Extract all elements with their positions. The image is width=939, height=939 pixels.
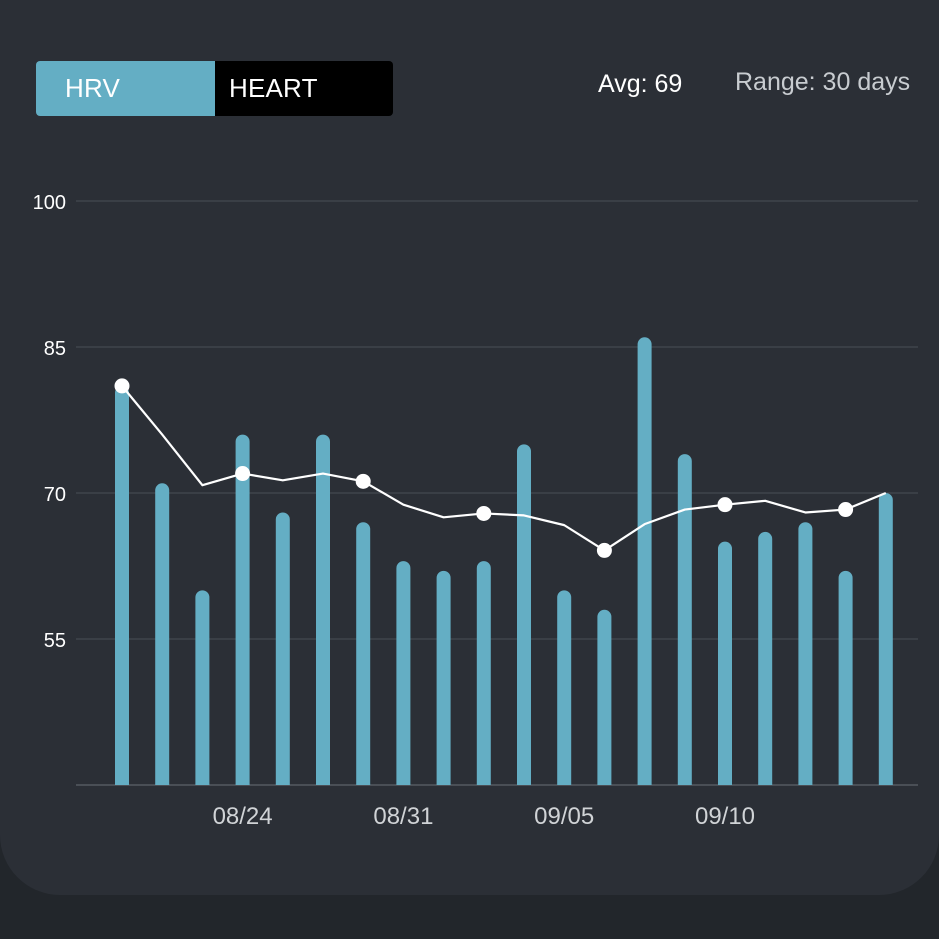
x-tick-label-09-10: 09/10 (695, 803, 755, 830)
hrv-score-tab[interactable]: HRV SCORE (36, 61, 215, 116)
bar-13 (637, 337, 652, 785)
x-tick-label-09-05: 09/05 (534, 803, 594, 830)
average-readout: Avg: 69 (598, 70, 683, 98)
y-tick-label-70: 70 (44, 484, 66, 506)
bar-6 (356, 522, 371, 785)
bar-16 (758, 531, 773, 785)
bar-1 (155, 483, 170, 785)
range-readout: Range: 30 days (735, 68, 911, 96)
bar-4 (275, 512, 290, 785)
bar-2 (195, 590, 210, 785)
trend-point-15 (717, 497, 733, 513)
bar-0 (115, 385, 129, 785)
trend-point-6 (355, 473, 371, 489)
bar-10 (517, 444, 531, 785)
bar-9 (476, 561, 491, 785)
bar-11 (557, 590, 572, 785)
x-tick-label-08-31: 08/31 (373, 803, 433, 830)
bar-7 (396, 561, 411, 785)
hrv-chart: 55 70 85 100 08/24 08/31 09/05 09/10 (33, 192, 918, 830)
y-tick-label-55: 55 (44, 630, 66, 652)
heart-rate-tab[interactable]: HEART RATE (215, 61, 393, 116)
chart-card: HRV SCORE HEART RATE Avg: 69 Range: 30 d… (0, 0, 939, 895)
bar-17 (798, 522, 813, 785)
y-tick-label-100: 100 (33, 192, 66, 214)
bar-15 (718, 541, 732, 785)
trend-point-3 (235, 466, 251, 482)
metric-toggle: HRV SCORE HEART RATE (36, 61, 393, 116)
bar-12 (597, 609, 612, 785)
y-tick-label-85: 85 (44, 338, 66, 360)
x-tick-label-08-24: 08/24 (213, 803, 273, 830)
bar-14 (677, 454, 692, 785)
bar-5 (316, 434, 330, 785)
trend-point-18 (838, 502, 854, 518)
trend-point-12 (596, 542, 612, 558)
bar-8 (436, 570, 451, 785)
trend-point-9 (476, 505, 492, 521)
trend-point-0 (114, 378, 130, 394)
bar-18 (838, 570, 853, 785)
bar-19 (878, 493, 893, 785)
bar-3 (235, 434, 250, 785)
